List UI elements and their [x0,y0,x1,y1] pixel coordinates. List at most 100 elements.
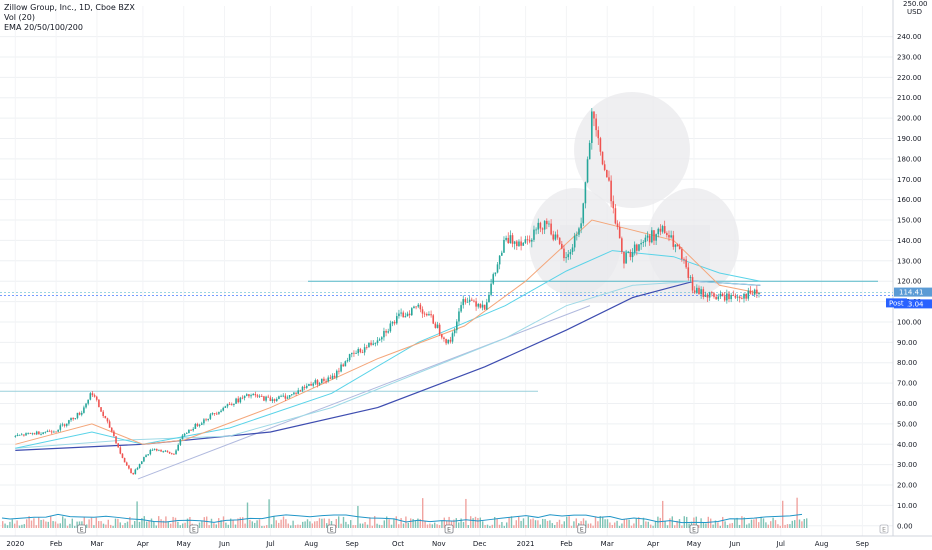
earnings-marker[interactable] [577,524,587,534]
volume-bar [599,516,601,528]
volume-bar [215,524,217,528]
candle-body [683,259,685,260]
prev-price-value: 113.04 [899,300,924,308]
candle-body [501,252,503,256]
candle-body [633,244,636,253]
candle-body [205,419,207,421]
candle-body [447,339,450,344]
x-tick-label: Sep [856,540,870,548]
volume-bar [621,523,623,528]
volume-bar [345,521,347,528]
pattern-neck-highlight [560,225,710,303]
candle-body [113,431,115,437]
volume-bar [251,521,253,528]
candle-body [271,399,274,402]
volume-bar [604,519,606,528]
legend-ema[interactable]: EMA 20/50/100/200 [4,23,83,32]
candle-body [672,235,675,247]
earnings-marker[interactable] [444,524,454,534]
volume-bar [338,516,340,528]
volume-bar [62,516,64,528]
earnings-marker[interactable] [189,524,199,534]
earnings-marker[interactable] [689,524,699,534]
candle-body [145,455,147,458]
volume-bar [791,520,793,528]
volume-bar [410,518,412,528]
volume-bar [270,524,273,528]
volume-bar [258,519,261,528]
earnings-marker[interactable] [77,524,87,534]
y-tick-label: 220.00 [897,74,922,82]
volume-bar [774,520,777,528]
y-tick-label: 170.00 [897,176,922,184]
volume-bar [537,520,539,528]
earnings-marker[interactable] [327,524,337,534]
candle-body [38,431,40,435]
candle-body [473,300,475,302]
candle-body [436,324,439,328]
volume-bar [371,525,373,528]
candle-body [23,434,25,436]
volume-bar [681,525,683,528]
x-tick-label: Feb [50,540,63,548]
ema100-line [15,280,761,449]
volume-bar [26,519,28,528]
candle-body [415,306,417,308]
candle-body [323,378,325,381]
future-earnings-marker[interactable] [879,524,889,534]
volume-bar [33,518,35,528]
volume-bar [412,518,414,528]
candle-body [95,396,98,400]
candle-body [327,377,330,382]
candle-body [380,337,383,340]
volume-bar [501,522,503,528]
x-tick-label: Aug [815,540,829,548]
volume-bar [122,525,124,528]
candle-body [434,323,437,328]
y-tick-label: 90.00 [897,339,917,347]
volume-bar [47,521,49,528]
volume-bar [117,518,119,528]
volume-bar [618,525,621,528]
x-tick-label: Jul [265,540,275,548]
volume-bar [110,524,112,528]
candle-body [275,398,278,401]
y-tick-label: 30.00 [897,461,917,469]
volume-bar [587,523,589,528]
volume-bar [57,523,59,528]
candle-body [100,407,102,412]
candle-body [509,235,512,244]
candle-body [40,434,42,435]
volume-bar [789,524,791,528]
volume-bar [726,524,729,528]
candle-body [522,242,525,246]
candle-body [91,393,94,396]
volume-bar [628,519,630,528]
candle-body [541,228,544,230]
volume-bar [647,521,649,528]
candle-body [402,312,405,318]
candle-body [591,111,593,143]
legend-volume[interactable]: Vol (20) [4,13,35,22]
volume-bar [734,519,736,528]
candle-body [299,390,302,392]
volume-bar [203,517,205,528]
volume-bar [184,522,186,528]
y-tick-label: 140.00 [897,237,922,245]
candle-body [623,251,625,264]
candle-body [389,323,392,332]
volume-bar [278,522,280,528]
volume-bar [21,524,23,528]
volume-bar [544,519,546,528]
volume-bar [736,517,738,528]
volume-bar [705,523,707,528]
candle-body [85,403,87,408]
volume-bar [671,516,673,528]
volume-bar [83,517,85,528]
candle-body [700,289,702,295]
legend-symbol[interactable]: Zillow Group, Inc., 1D, Cboe BZX [4,3,135,12]
candle-body [565,257,567,259]
candle-body [353,352,355,354]
volume-bar [474,516,477,528]
